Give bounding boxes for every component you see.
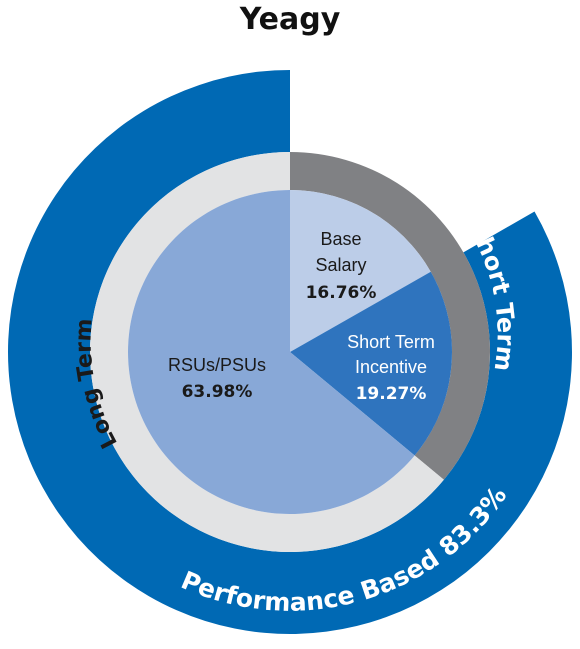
label-rsus-psus: RSUs/PSUs (168, 355, 266, 375)
pie-slice-rsus-psus (127, 190, 415, 514)
pie-slice-base-salary (290, 190, 431, 352)
pie-slice-short-term-incentive (290, 271, 452, 456)
value-short-term-incentive: 19.27% (356, 384, 427, 404)
label-base-salary-line1: Base (320, 229, 361, 249)
value-rsus-psus: 63.98% (182, 382, 253, 402)
middle-ring-short-term (290, 152, 490, 480)
value-base-salary: 16.76% (306, 283, 377, 303)
middle-ring-long-term (89, 152, 444, 552)
label-base-salary-line2: Salary (315, 255, 366, 275)
label-short-term-incentive-line2: Incentive (355, 357, 427, 377)
chart-title: Yeagy (239, 2, 341, 37)
label-short-term-incentive-line1: Short Term (347, 332, 435, 352)
